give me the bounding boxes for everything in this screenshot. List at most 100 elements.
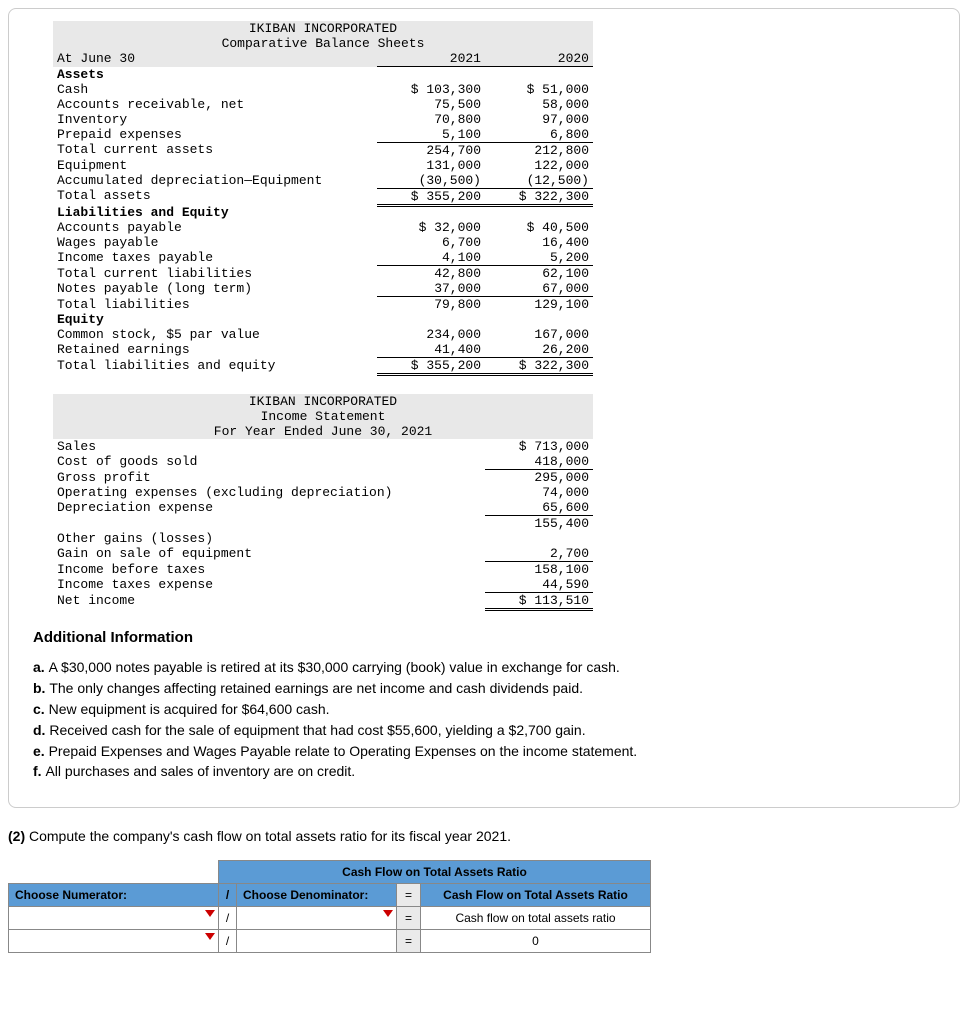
denominator-label: Choose Denominator: [237,884,397,907]
info-a: A $30,000 notes payable is retired at it… [49,659,620,675]
denominator-dropdown[interactable] [237,907,397,930]
row-v2: $ 322,300 [485,358,593,375]
dropdown-icon [205,910,215,917]
equals: = [397,907,421,930]
row-v2: (12,500) [485,173,593,189]
row-label: Income before taxes [53,562,485,578]
row-v2: 167,000 [485,327,593,342]
bs-col1: 2021 [377,51,485,67]
row-v2: 6,800 [485,127,593,143]
balance-sheet-table: IKIBAN INCORPORATED Comparative Balance … [53,21,593,376]
income-statement-table: IKIBAN INCORPORATED Income Statement For… [53,394,593,611]
row-v: 295,000 [485,470,593,486]
bs-company: IKIBAN INCORPORATED [53,21,593,36]
numerator-label: Choose Numerator: [9,884,219,907]
row-label: Total liabilities [53,297,377,313]
row-v1: 75,500 [377,97,485,112]
row-label: Gross profit [53,470,485,486]
row-v2: 16,400 [485,235,593,250]
row-v2: 212,800 [485,142,593,158]
bs-col2: 2020 [485,51,593,67]
row-v1: 5,100 [377,127,485,143]
slash: / [219,930,237,953]
row-label: Other gains (losses) [53,531,485,546]
row-v2: 67,000 [485,281,593,297]
equals: = [397,930,421,953]
assets-header: Assets [53,67,377,82]
row-v: 74,000 [485,485,593,500]
row-label: Net income [53,593,485,610]
row-label: Depreciation expense [53,500,485,516]
row-v: $ 113,510 [485,593,593,610]
denominator-value[interactable] [237,930,397,953]
row-v: 44,590 [485,577,593,593]
question-2: (2) Compute the company's cash flow on t… [8,828,960,844]
dropdown-icon [205,933,215,940]
row-label: Common stock, $5 par value [53,327,377,342]
row-v2: 97,000 [485,112,593,127]
additional-info: Additional Information a. A $30,000 note… [33,629,935,781]
row-label: Retained earnings [53,342,377,358]
info-f: All purchases and sales of inventory are… [45,763,355,779]
row-label: Income taxes payable [53,250,377,266]
row-v2: 26,200 [485,342,593,358]
is-title: Income Statement [53,409,593,424]
row-label: Notes payable (long term) [53,281,377,297]
row-label: Cost of goods sold [53,454,485,470]
numerator-value[interactable] [9,930,219,953]
row-v1: $ 355,200 [377,188,485,205]
row-v2: $ 51,000 [485,82,593,97]
equals: = [397,884,421,907]
row-label: Operating expenses (excluding depreciati… [53,485,485,500]
ratio-banner: Cash Flow on Total Assets Ratio [219,861,651,884]
le-header: Liabilities and Equity [53,205,377,220]
result-value: 0 [421,930,651,953]
row-v2: 58,000 [485,97,593,112]
row-label: Prepaid expenses [53,127,377,143]
problem-card: IKIBAN INCORPORATED Comparative Balance … [8,8,960,808]
row-v1: 41,400 [377,342,485,358]
row-label: Equipment [53,158,377,173]
row-label: Wages payable [53,235,377,250]
row-label: Total current liabilities [53,266,377,282]
row-v1: 37,000 [377,281,485,297]
row-label: Gain on sale of equipment [53,546,485,562]
row-label: Total current assets [53,142,377,158]
row-v1: $ 103,300 [377,82,485,97]
is-company: IKIBAN INCORPORATED [53,394,593,409]
row-v1: $ 355,200 [377,358,485,375]
info-d: Received cash for the sale of equipment … [49,722,585,738]
slash: / [219,884,237,907]
row-label: Accumulated depreciation—Equipment [53,173,377,189]
row-label: Total liabilities and equity [53,358,377,375]
result-text: Cash flow on total assets ratio [421,907,651,930]
row-label: Cash [53,82,377,97]
row-v: 418,000 [485,454,593,470]
numerator-dropdown[interactable] [9,907,219,930]
row-v2: 62,100 [485,266,593,282]
row-v1: 79,800 [377,297,485,313]
row-v1: 6,700 [377,235,485,250]
row-v1: 70,800 [377,112,485,127]
row-v2: $ 322,300 [485,188,593,205]
is-period: For Year Ended June 30, 2021 [53,424,593,439]
row-v: 155,400 [485,516,593,532]
dropdown-icon [383,910,393,917]
row-v1: 254,700 [377,142,485,158]
row-v [485,531,593,546]
equity-header: Equity [53,312,377,327]
row-label: Income taxes expense [53,577,485,593]
row-v: $ 713,000 [485,439,593,454]
row-label: Accounts receivable, net [53,97,377,112]
row-v2: $ 40,500 [485,220,593,235]
row-label: Total assets [53,188,377,205]
row-v2: 129,100 [485,297,593,313]
row-v1: 42,800 [377,266,485,282]
row-v2: 122,000 [485,158,593,173]
slash: / [219,907,237,930]
row-v1: $ 32,000 [377,220,485,235]
row-v1: 4,100 [377,250,485,266]
row-v: 65,600 [485,500,593,516]
info-b: The only changes affecting retained earn… [49,680,583,696]
row-label: Accounts payable [53,220,377,235]
